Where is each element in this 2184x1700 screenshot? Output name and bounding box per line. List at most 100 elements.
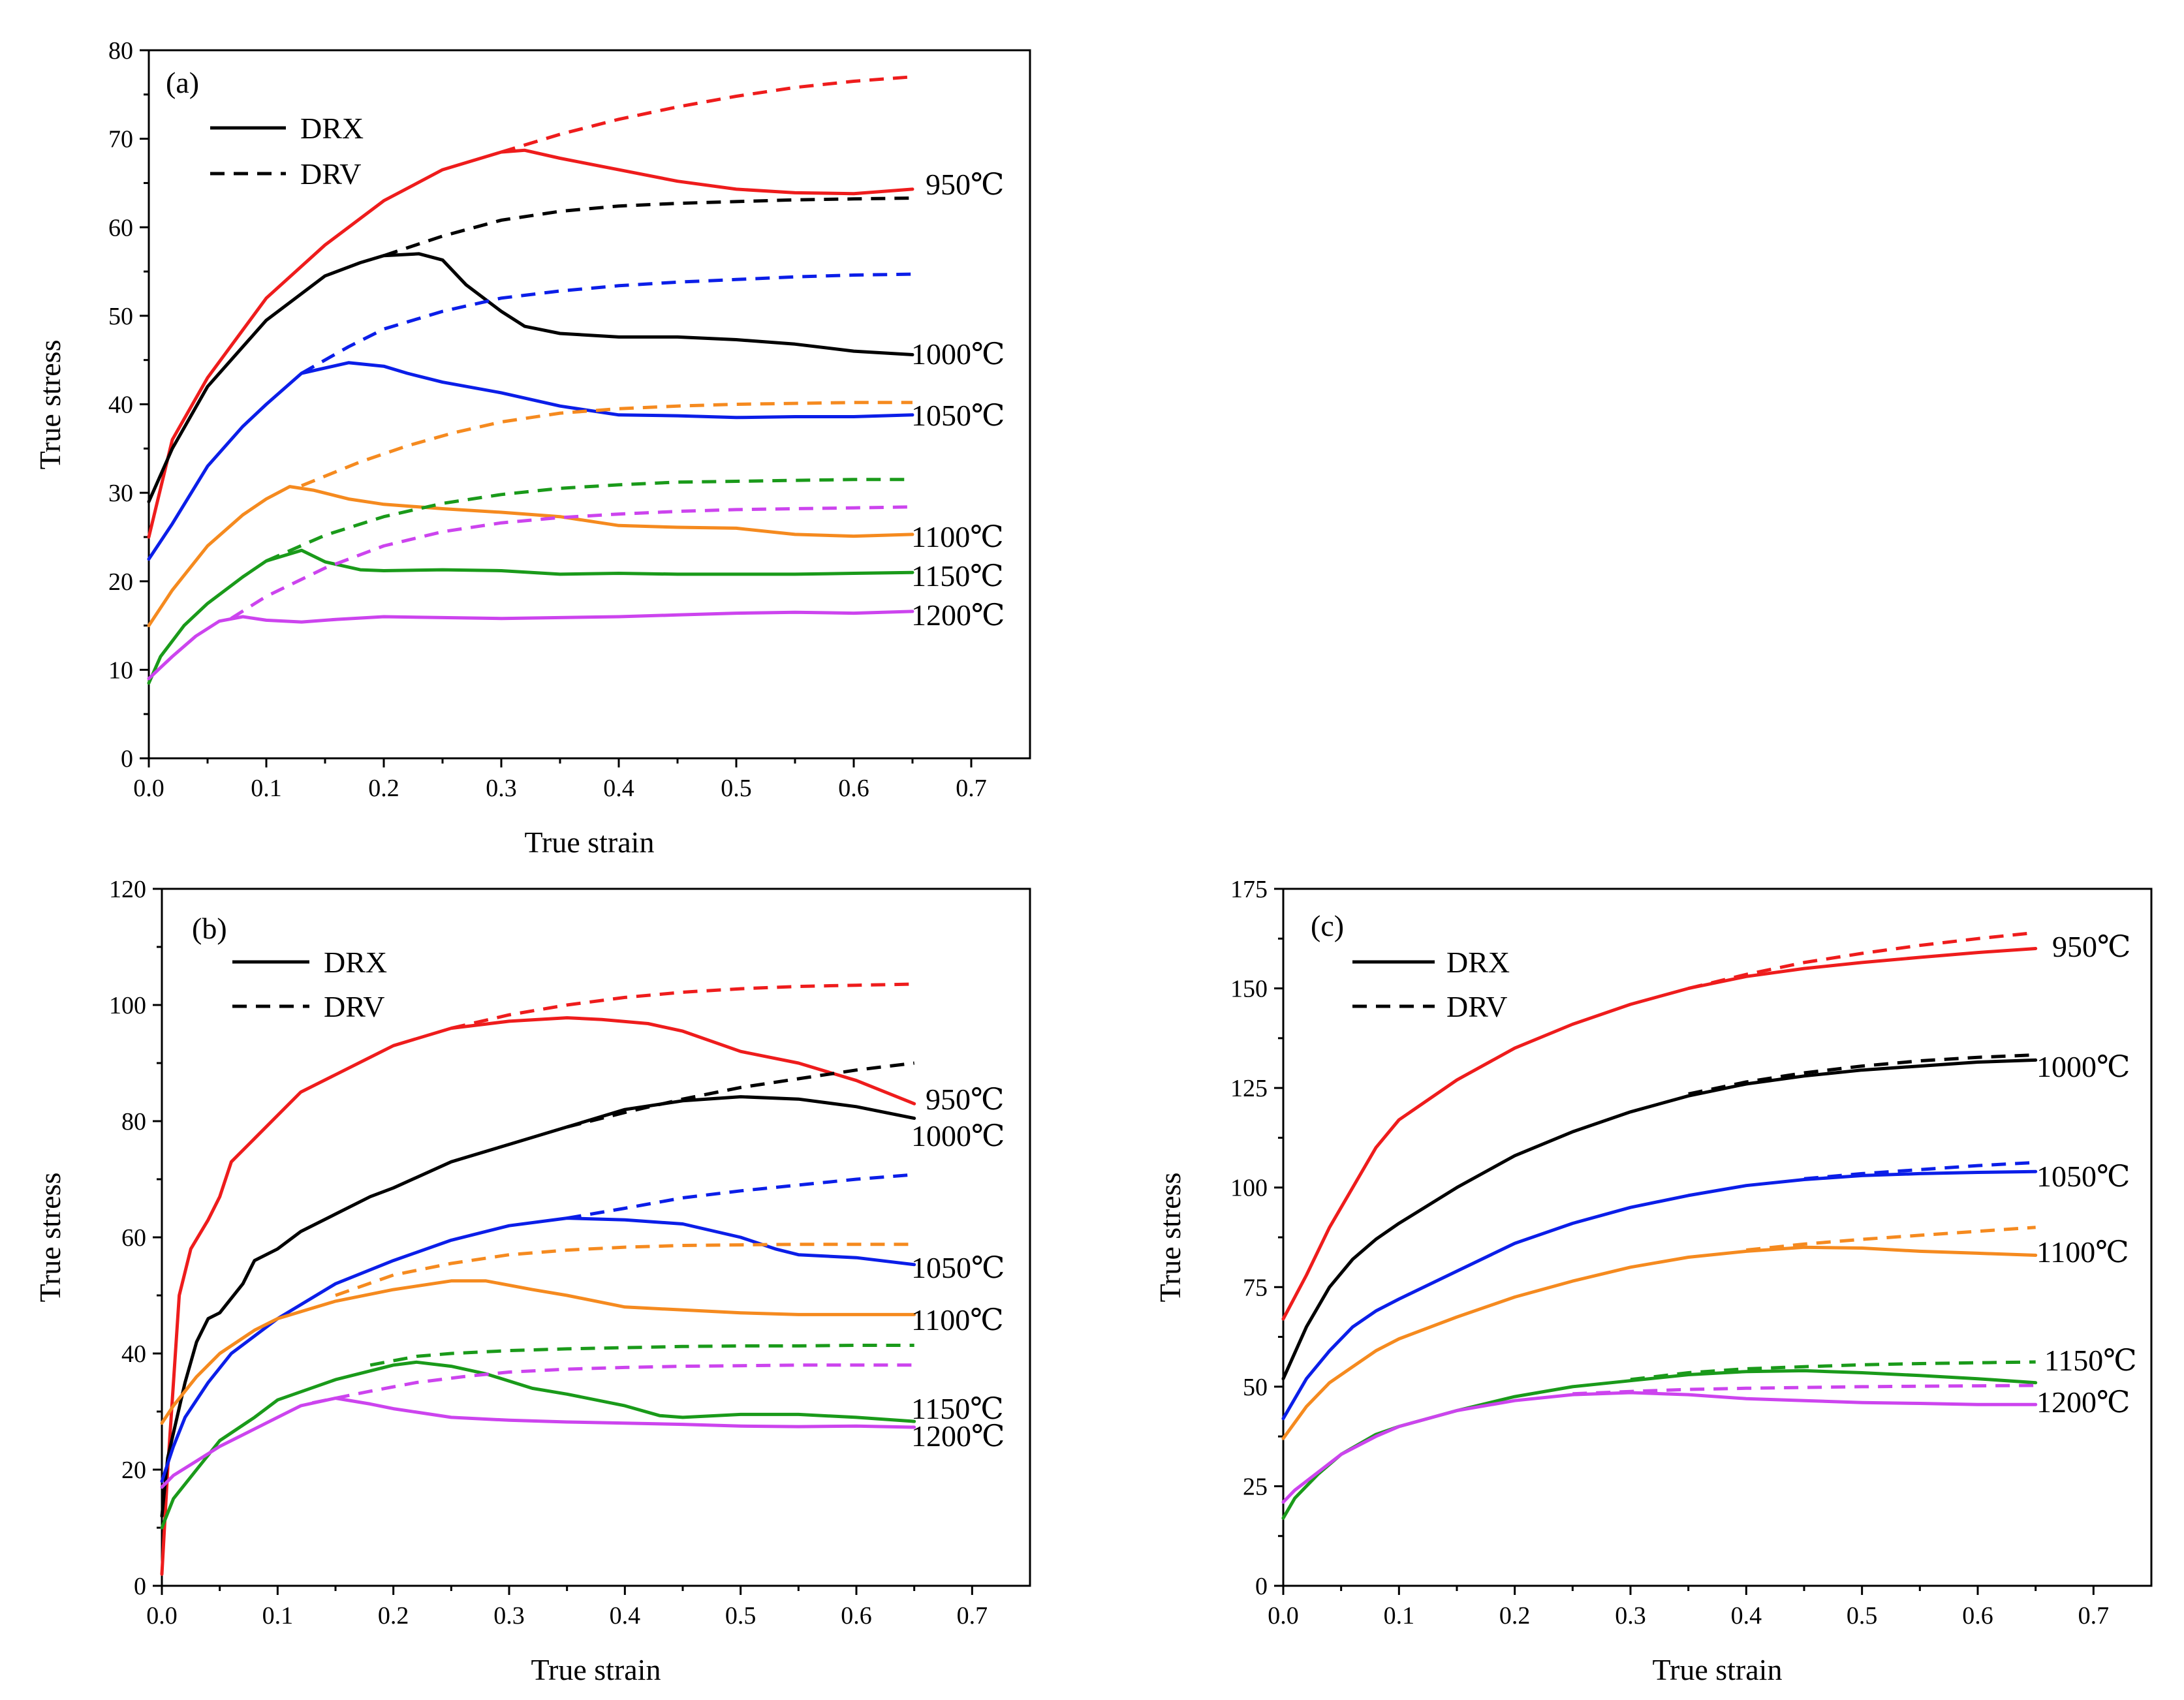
panel-a-ytick-label: 10 <box>108 657 133 684</box>
panel-c-xtick-label: 0.2 <box>1499 1602 1531 1630</box>
panel-c-legend: DRX DRV <box>1352 946 1510 1023</box>
panel-b-temp-1200: 1200℃ <box>911 1419 1005 1453</box>
panel-c-ticks: 0.0 0.1 0.2 0.3 0.4 0.5 0.6 0.7 0 25 50 75 100 125 150… <box>1230 876 2109 1630</box>
panel-b-drx-line-950 <box>160 1016 916 1576</box>
panel-c-ytick-label: 50 <box>1243 1374 1268 1401</box>
panel-a-ticks: 0.0 0.1 0.2 0.3 0.4 0.5 0.6 0.7 0 10 20 30 40 50 60 70 8… <box>108 37 987 802</box>
panel-a-drv-line-1150 <box>265 478 913 563</box>
panel-c-drv-line-950 <box>1688 931 2036 991</box>
panel-c-xtick-label: 0.7 <box>2078 1602 2110 1630</box>
panel-a-xtick-label: 0.4 <box>603 775 634 802</box>
panel-b-xtick-label: 0.5 <box>725 1602 757 1630</box>
panel-c-temp-950: 950℃ <box>2052 930 2130 963</box>
panel-b-ylabel: True stress <box>33 1173 67 1303</box>
panel-a-drv-line-1000 <box>383 196 913 258</box>
panel-c-series <box>1281 931 2038 1520</box>
panel-c-temp-1000: 1000℃ <box>2036 1050 2130 1083</box>
panel-c-xtick-label: 0.1 <box>1384 1602 1415 1630</box>
panel-c-drv-line-1050 <box>1803 1160 2036 1181</box>
panel-b-drv-line-1150 <box>369 1344 914 1367</box>
panel-b-drv-line-1000 <box>567 1061 914 1129</box>
panel-c-frame <box>1282 888 2153 1587</box>
panel-c-xtick-label: 0.3 <box>1615 1602 1646 1630</box>
panel-a-frame <box>148 49 1031 760</box>
panel-c-ytick-label: 75 <box>1243 1274 1268 1301</box>
panel-a-drx-line-1200 <box>147 610 914 681</box>
panel-a-xtick-label: 0.2 <box>368 775 399 802</box>
panel-b-xtick-label: 0.4 <box>610 1602 641 1630</box>
panel-b-drx-line-1200 <box>160 1397 916 1489</box>
panel-c-temp-1200: 1200℃ <box>2036 1385 2130 1419</box>
panel-c-drx-line-1100 <box>1281 1245 2038 1440</box>
panel-b-xtick-label: 0.3 <box>493 1602 525 1630</box>
panel-c: 0.0 0.1 0.2 0.3 0.4 0.5 0.6 0.7 0 25 50 75 100 125 150… <box>1153 876 2153 1686</box>
panel-c-xtick-label: 0.5 <box>1847 1602 1878 1630</box>
panel-b-temp-1150: 1150℃ <box>911 1392 1004 1425</box>
panel-c-drv-line-1200 <box>1572 1383 2036 1396</box>
panel-b-xtick-label: 0.7 <box>957 1602 988 1630</box>
panel-c-temp-1050: 1050℃ <box>2036 1160 2130 1193</box>
panel-a: 0.0 0.1 0.2 0.3 0.4 0.5 0.6 0.7 0 10 20 30 40 50 60 70 8… <box>33 37 1031 859</box>
panel-a-legend-drv: DRV <box>300 157 361 191</box>
panel-a-temp-1050: 1050℃ <box>911 399 1005 432</box>
panel-a-legend: DRX DRV <box>210 112 364 191</box>
panel-c-drx-line-1200 <box>1281 1391 2038 1504</box>
panel-c-ytick-label: 150 <box>1230 976 1268 1003</box>
panel-a-ytick-label: 50 <box>108 303 133 330</box>
panel-a-xtick-label: 0.5 <box>721 775 752 802</box>
panel-b-ytick-label: 60 <box>121 1224 146 1252</box>
panel-a-xtick-label: 0.0 <box>133 775 164 802</box>
panel-a-temp-1000: 1000℃ <box>911 337 1005 371</box>
panel-b-xtick-label: 0.1 <box>262 1602 294 1630</box>
panel-b-legend-drv: DRV <box>324 990 384 1023</box>
panel-c-legend-drx: DRX <box>1446 946 1510 979</box>
panel-c-ylabel: True stress <box>1153 1173 1187 1303</box>
panel-b-legend: DRX DRV <box>232 946 387 1023</box>
panel-c-ytick-label: 125 <box>1230 1075 1268 1102</box>
panel-a-xtick-label: 0.1 <box>251 775 282 802</box>
panel-a-drx-line-1100 <box>147 485 914 628</box>
panel-a-temp-1150: 1150℃ <box>911 559 1004 593</box>
panel-c-ytick-label: 100 <box>1230 1175 1268 1202</box>
panel-a-series <box>147 75 914 685</box>
panel-b-temp-950: 950℃ <box>926 1083 1004 1116</box>
panel-b-temp-1000: 1000℃ <box>911 1119 1005 1152</box>
panel-a-xtick-label: 0.7 <box>956 775 987 802</box>
panel-a-ytick-label: 60 <box>108 214 133 241</box>
panel-b-xlabel: True strain <box>531 1653 661 1686</box>
panel-c-drv-line-1100 <box>1746 1226 2036 1252</box>
panel-a-ytick-label: 80 <box>108 37 133 65</box>
panel-b-xtick-label: 0.2 <box>378 1602 409 1630</box>
panel-c-drv-line-1150 <box>1630 1360 2036 1382</box>
panel-b-xtick-label: 0.6 <box>841 1602 872 1630</box>
panel-a-ytick-label: 40 <box>108 392 133 419</box>
panel-a-temp-1100: 1100℃ <box>911 520 1004 553</box>
panel-c-xtick-label: 0.0 <box>1268 1602 1299 1630</box>
panel-a-ylabel: True stress <box>33 340 67 470</box>
panel-c-ytick-label: 175 <box>1230 876 1268 903</box>
panel-b-drv-line-1050 <box>567 1173 914 1220</box>
panel-b-label: (b) <box>192 912 227 945</box>
panel-a-drv-line-950 <box>501 75 913 154</box>
panel-b-drx-line-1050 <box>160 1216 916 1483</box>
panel-b-drv-line-950 <box>450 982 914 1030</box>
panel-b-ticks: 0.0 0.1 0.2 0.3 0.4 0.5 0.6 0.7 0 20 40 60 80 100 120 <box>109 876 988 1630</box>
panel-c-label: (c) <box>1311 909 1344 942</box>
panel-a-label: (a) <box>166 66 199 99</box>
panel-a-ytick-label: 20 <box>108 568 133 596</box>
panel-c-xtick-label: 0.6 <box>1962 1602 1993 1630</box>
panel-b-ytick-label: 0 <box>134 1573 146 1600</box>
panel-a-ytick-label: 30 <box>108 480 133 507</box>
panel-c-xlabel: True strain <box>1653 1653 1783 1686</box>
panel-a-drx-line-1050 <box>147 361 914 561</box>
panel-c-temp-1100: 1100℃ <box>2036 1235 2129 1269</box>
panel-a-ytick-label: 0 <box>121 745 133 773</box>
panel-a-drv-line-1100 <box>301 401 913 487</box>
panel-a-xlabel: True strain <box>525 826 655 859</box>
panel-a-drv-line-1200 <box>230 505 913 620</box>
panel-b-ytick-label: 80 <box>121 1108 146 1136</box>
panel-a-drx-line-1000 <box>147 252 914 504</box>
panel-b-drx-line-1100 <box>160 1279 916 1425</box>
panel-b-temp-1050: 1050℃ <box>911 1251 1005 1284</box>
